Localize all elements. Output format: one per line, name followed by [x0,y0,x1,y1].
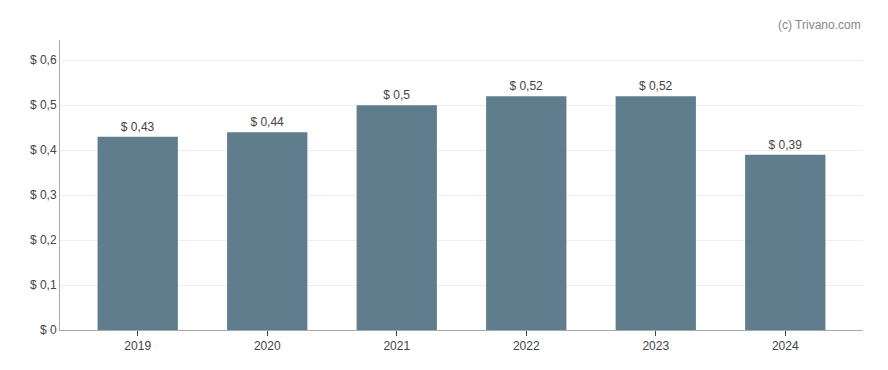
svg-text:$ 0: $ 0 [40,323,57,337]
svg-text:2021: 2021 [383,339,410,353]
svg-text:$ 0,4: $ 0,4 [30,143,57,157]
svg-text:$ 0,52: $ 0,52 [639,79,673,93]
svg-text:(c) Trivano.com: (c) Trivano.com [778,18,861,32]
svg-text:2019: 2019 [124,339,151,353]
svg-text:$ 0,5: $ 0,5 [383,88,410,102]
svg-text:2022: 2022 [513,339,540,353]
svg-text:2023: 2023 [642,339,669,353]
svg-text:$ 0,5: $ 0,5 [30,98,57,112]
svg-text:$ 0,52: $ 0,52 [509,79,543,93]
svg-text:2020: 2020 [254,339,281,353]
svg-text:$ 0,6: $ 0,6 [30,53,57,67]
svg-text:$ 0,2: $ 0,2 [30,233,57,247]
svg-text:$ 0,1: $ 0,1 [30,278,57,292]
svg-text:$ 0,3: $ 0,3 [30,188,57,202]
svg-text:$ 0,43: $ 0,43 [121,120,155,134]
svg-text:$ 0,44: $ 0,44 [250,115,284,129]
svg-text:2024: 2024 [772,339,799,353]
svg-text:$ 0,39: $ 0,39 [768,138,802,152]
